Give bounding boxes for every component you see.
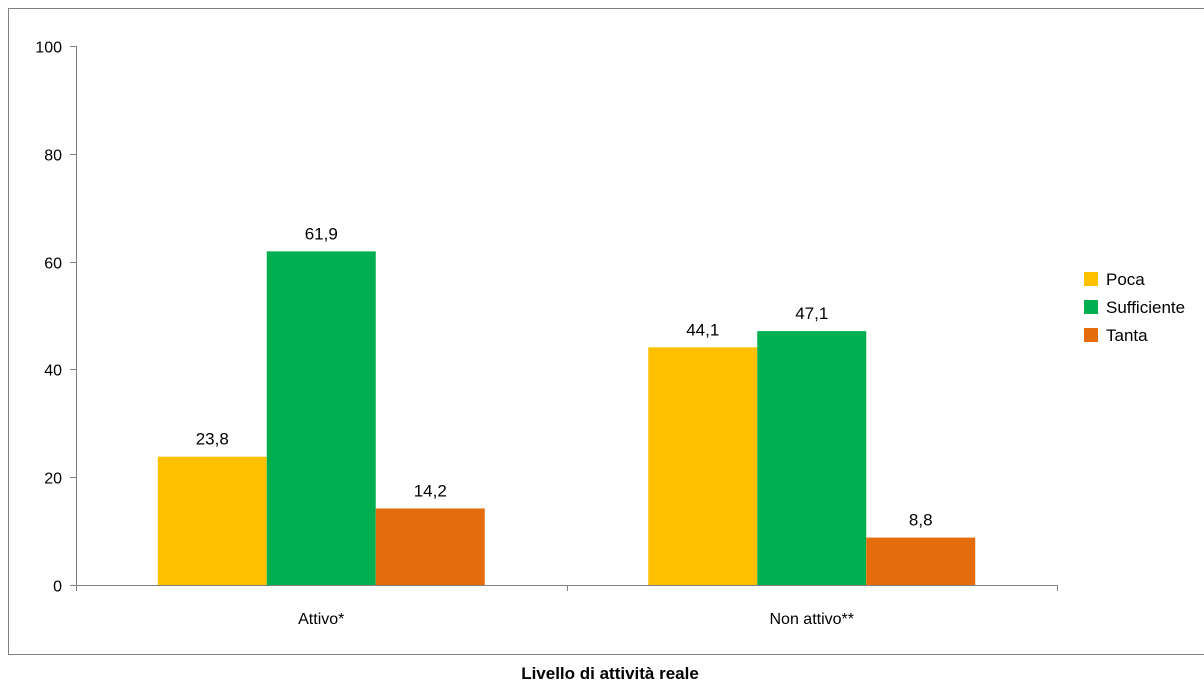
data-label: 8,8 xyxy=(909,511,933,530)
bar xyxy=(866,537,976,585)
bar xyxy=(266,251,376,585)
data-label: 44,1 xyxy=(686,320,719,339)
x-tick-label: Attivo* xyxy=(298,611,344,628)
data-label: 47,1 xyxy=(795,304,828,323)
bar xyxy=(157,456,267,585)
legend-swatch xyxy=(1084,328,1098,342)
bar xyxy=(648,347,758,585)
bars xyxy=(157,251,976,585)
y-tick-label: 60 xyxy=(44,256,62,273)
legend-swatch xyxy=(1084,272,1098,286)
data-label: 14,2 xyxy=(414,481,447,500)
y-tick-label: 80 xyxy=(44,148,62,165)
bar xyxy=(757,331,867,585)
data-labels: 23,8 61,9 14,2 44,1 47,1 8,8 xyxy=(196,224,933,529)
y-tick-label: 20 xyxy=(44,471,62,488)
axes: 0 20 40 60 80 100 Attivo* Non attivo** xyxy=(35,40,1058,628)
data-label: 23,8 xyxy=(196,430,229,449)
legend-label: Sufficiente xyxy=(1106,298,1185,317)
data-label: 61,9 xyxy=(305,224,338,243)
y-tick-label: 40 xyxy=(44,363,62,380)
legend-label: Tanta xyxy=(1106,326,1148,345)
legend-label: Poca xyxy=(1106,270,1145,289)
legend-swatch xyxy=(1084,300,1098,314)
y-tick-label: 0 xyxy=(53,579,62,596)
legend: Poca Sufficiente Tanta xyxy=(1084,270,1185,345)
y-tick-label: 100 xyxy=(35,40,62,57)
bar xyxy=(375,508,485,585)
x-tick-label: Non attivo** xyxy=(770,611,855,628)
x-axis-title: Livello di attività reale xyxy=(521,664,699,683)
